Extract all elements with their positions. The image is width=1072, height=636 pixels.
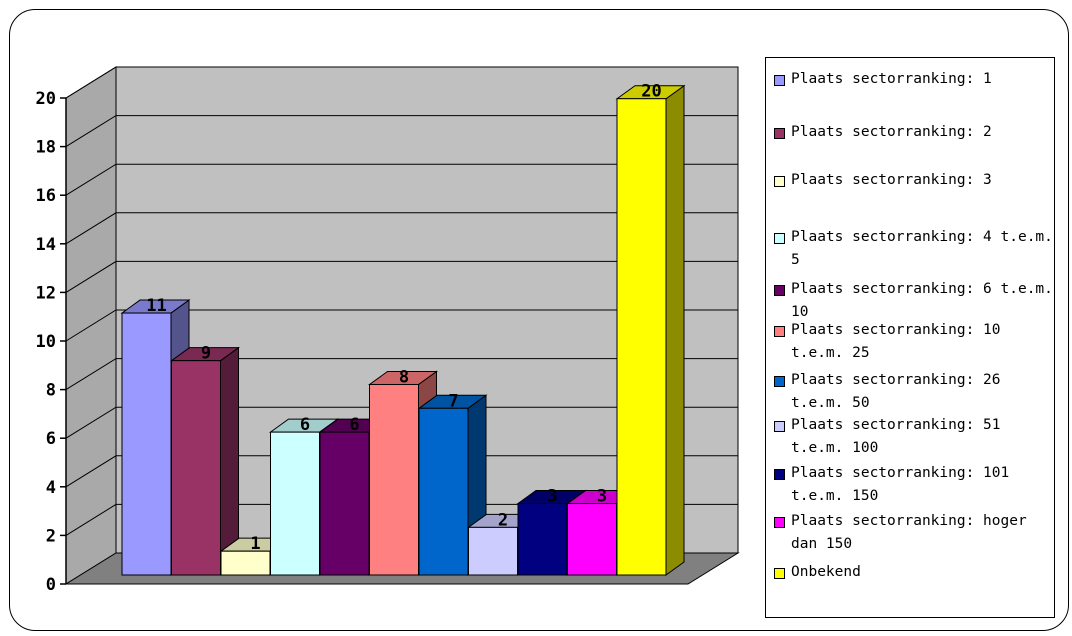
bar-front	[171, 360, 221, 576]
bar-front	[220, 550, 271, 576]
legend-label: Plaats sectorranking: 1	[791, 71, 992, 87]
legend-label: Plaats sectorranking: 3	[791, 172, 992, 188]
gridline	[65, 260, 738, 293]
y-tick-label: 14	[36, 235, 56, 255]
legend-swatch	[774, 176, 785, 187]
data-label: 6	[349, 415, 359, 435]
y-tick-label: 16	[36, 186, 56, 206]
legend-item: Plaats sectorranking: 51 t.e.m. 100	[774, 414, 1056, 460]
legend-label: Plaats sectorranking: 10 t.e.m. 25	[791, 322, 1001, 361]
bar-front	[121, 312, 172, 576]
bar	[169, 346, 241, 576]
gridline	[65, 358, 738, 391]
y-tick-label: 0	[46, 575, 56, 595]
legend-item: Plaats sectorranking: hoger dan 150	[774, 510, 1056, 556]
bar	[417, 394, 488, 576]
legend-swatch	[774, 285, 785, 296]
legend-swatch	[774, 421, 785, 432]
legend-label: Plaats sectorranking: 4 t.e.m. 5	[791, 229, 1053, 268]
legend-item: Plaats sectorranking: 26 t.e.m. 50	[774, 369, 1056, 415]
legend-item: Plaats sectorranking: 6 t.e.m. 10	[774, 278, 1056, 324]
legend-item: Onbekend	[774, 561, 1056, 584]
y-tick-label: 10	[36, 332, 56, 352]
data-label: 20	[641, 82, 661, 102]
gridline	[65, 66, 738, 99]
legend-swatch	[774, 233, 785, 244]
bar-front	[418, 407, 469, 576]
y-tick-label: 6	[46, 429, 56, 449]
data-label: 8	[399, 367, 409, 387]
data-label: 2	[498, 510, 508, 530]
data-label: 3	[547, 487, 557, 507]
y-tick-label: 20	[36, 89, 56, 109]
legend-label: Plaats sectorranking: hoger dan 150	[791, 513, 1027, 552]
legend-label: Plaats sectorranking: 101 t.e.m. 150	[791, 465, 1010, 504]
data-label: 6	[300, 415, 310, 435]
y-tick-label: 8	[46, 381, 56, 401]
gridline	[65, 455, 738, 488]
data-label: 7	[448, 391, 458, 411]
gridline	[65, 115, 738, 148]
legend-swatch	[774, 376, 785, 387]
bar-front	[319, 431, 370, 576]
legend-item: Plaats sectorranking: 10 t.e.m. 25	[774, 319, 1056, 365]
legend-item: Plaats sectorranking: 2	[774, 121, 1056, 144]
gridline	[65, 309, 738, 342]
legend-swatch	[774, 128, 785, 139]
legend-swatch	[774, 469, 785, 480]
data-label: 9	[201, 344, 211, 364]
legend-label: Onbekend	[791, 564, 861, 580]
bar	[615, 84, 686, 576]
bar-front	[567, 503, 617, 576]
legend-label: Plaats sectorranking: 2	[791, 124, 992, 140]
y-tick-label: 4	[46, 478, 56, 498]
bar-front	[468, 526, 518, 576]
legend-swatch	[774, 75, 785, 86]
legend-label: Plaats sectorranking: 6 t.e.m. 10	[791, 281, 1053, 320]
legend-swatch	[774, 568, 785, 579]
legend-swatch	[774, 326, 785, 337]
data-label: 1	[250, 534, 260, 554]
legend-item: Plaats sectorranking: 4 t.e.m. 5	[774, 226, 1056, 272]
data-label: 3	[597, 487, 607, 507]
gridline	[65, 406, 738, 439]
legend-label: Plaats sectorranking: 26 t.e.m. 50	[791, 372, 1001, 411]
bar-front	[270, 431, 320, 576]
legend-label: Plaats sectorranking: 51 t.e.m. 100	[791, 417, 1001, 456]
chart-legend: Plaats sectorranking: 1 Plaats sectorrank…	[765, 57, 1055, 618]
y-tick-label: 12	[36, 283, 56, 303]
gridline	[65, 163, 738, 196]
bar-side	[665, 84, 685, 576]
y-tick-label: 2	[46, 526, 56, 546]
y-tick-label: 18	[36, 138, 56, 158]
data-label: 11	[146, 296, 166, 316]
bar-front	[517, 503, 568, 576]
legend-item: Plaats sectorranking: 3	[774, 169, 1056, 192]
gridline	[65, 212, 738, 245]
bar-front	[616, 98, 667, 576]
bar-front	[369, 383, 419, 576]
legend-swatch	[774, 517, 785, 528]
legend-item: Plaats sectorranking: 1	[774, 68, 1056, 91]
legend-item: Plaats sectorranking: 101 t.e.m. 150	[774, 462, 1056, 508]
